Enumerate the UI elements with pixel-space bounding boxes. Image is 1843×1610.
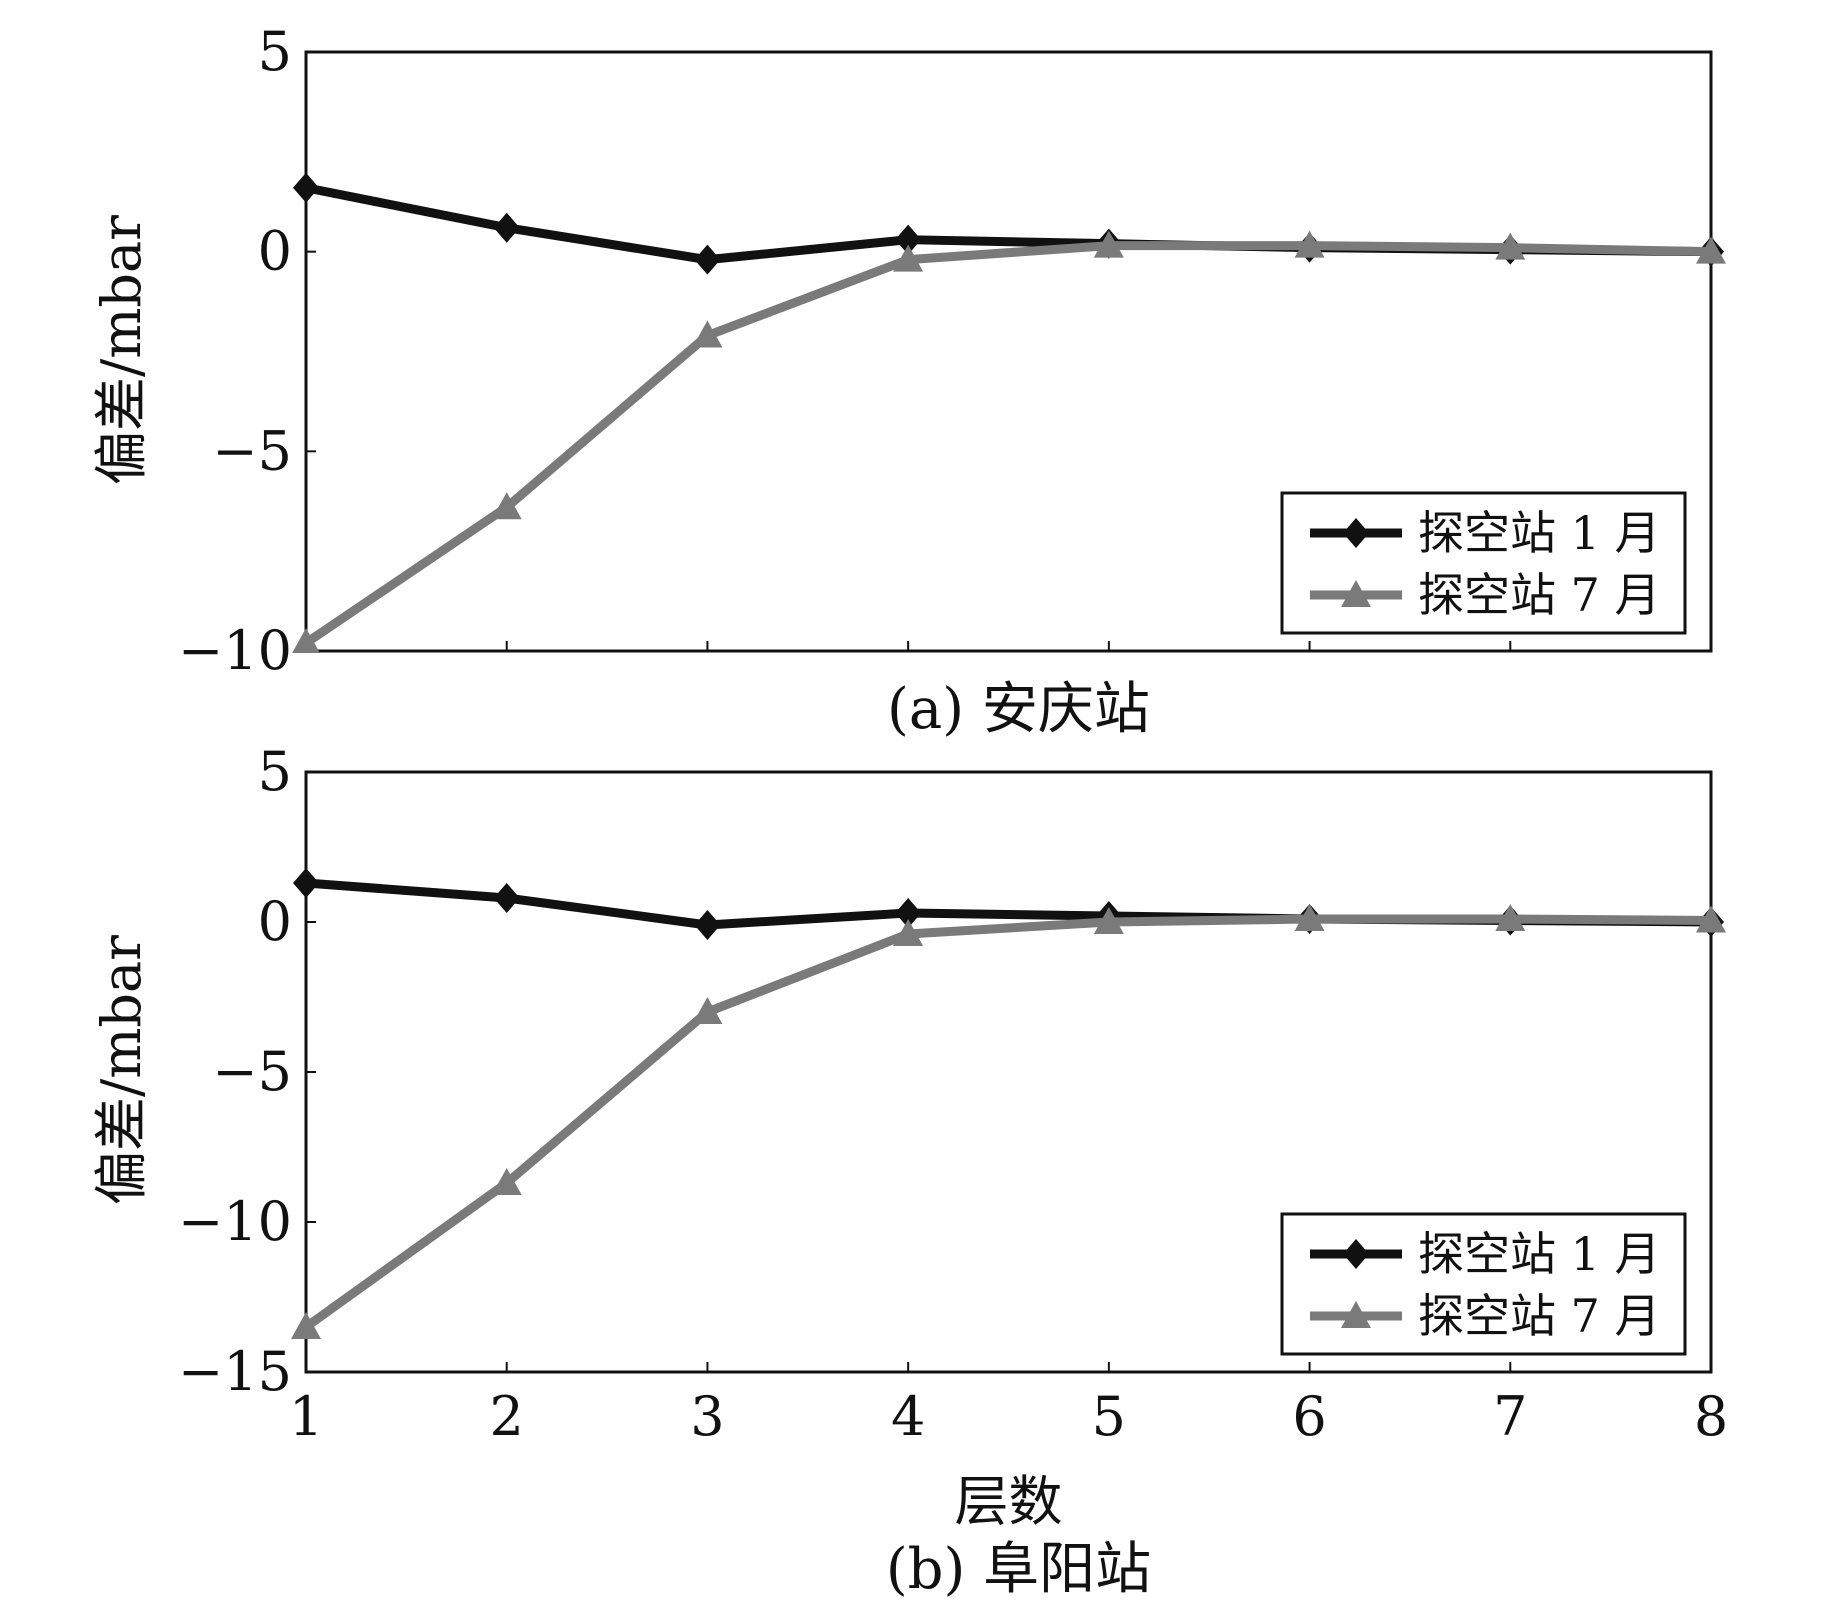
legend-box [1280,491,1687,635]
data-point-triangle [292,628,320,653]
data-point-triangle [1696,236,1726,264]
x-tick-label: 1 [289,1385,323,1448]
data-point-diamond [694,910,721,940]
series-2 [292,230,1726,653]
y-tick-label: 0 [258,890,292,953]
y-tick-label: −10 [178,1190,292,1253]
legend-label: 探空站 7 月 [1418,1289,1661,1343]
data-point-triangle [1495,904,1526,931]
y-tick-label: −5 [212,419,292,482]
y-tick-label: −10 [178,619,292,682]
legend-label: 探空站 1 月 [1418,506,1661,560]
series-line [303,914,1712,1331]
data-point-diamond [895,898,922,928]
data-point-diamond [895,224,922,255]
x-tick-label: 8 [1694,1385,1728,1448]
chart-panel-2: 5 0 −5 −10 −151 2 3 4 5 6 7 8 偏差/mbar 层数(b) 阜阳站 探空站 1 … [90,740,1728,1602]
x-tick-label: 6 [1292,1385,1326,1448]
legend-label: 探空站 7 月 [1418,568,1661,622]
series-line [303,241,1712,647]
y-tick-label: 5 [258,740,292,803]
y-axis-label: 偏差/mbar [90,215,153,485]
data-point-diamond [293,172,319,203]
data-point-triangle [893,244,924,272]
x-tick-label: 2 [490,1385,524,1448]
x-tick-label: 7 [1493,1385,1527,1448]
data-point-triangle [692,320,723,348]
legend-marker-triangle [1341,1301,1371,1328]
x-tick-label: 4 [891,1385,925,1448]
panel-caption: (a) 安庆站 [887,677,1150,742]
data-point-diamond [493,883,520,913]
y-tick-label: 5 [258,20,292,83]
legend-marker-diamond [1343,1239,1369,1269]
x-tick-label: 5 [1092,1385,1126,1448]
series-2 [291,904,1726,1339]
data-point-triangle [692,997,723,1024]
data-point-triangle [893,919,924,946]
plot-frame [304,50,1713,653]
y-tick-label: −5 [212,1040,292,1103]
data-point-triangle [491,492,522,520]
y-axis-label: 偏差/mbar [90,935,153,1205]
legend-box [1280,1212,1687,1356]
y-tick-label: 0 [258,220,292,283]
legend-marker-triangle [1341,580,1371,607]
x-axis-label: 层数 [955,1470,1063,1533]
panel-caption: (b) 阜阳站 [886,1537,1151,1602]
data-point-diamond [293,868,319,898]
x-tick-label: 3 [690,1385,724,1448]
data-point-triangle [1093,907,1124,934]
data-point-diamond [694,244,721,275]
data-point-triangle [291,1312,321,1339]
data-point-triangle [1294,904,1325,931]
data-point-triangle [1294,230,1325,258]
data-point-diamond [493,212,520,243]
data-point-triangle [491,1168,522,1195]
legend-marker-diamond [1343,518,1369,548]
y-tick-label: −15 [178,1340,292,1403]
legend-label: 探空站 1 月 [1418,1227,1661,1281]
data-point-triangle [1696,905,1726,933]
data-point-triangle [1495,232,1526,260]
data-point-triangle [1093,230,1124,258]
